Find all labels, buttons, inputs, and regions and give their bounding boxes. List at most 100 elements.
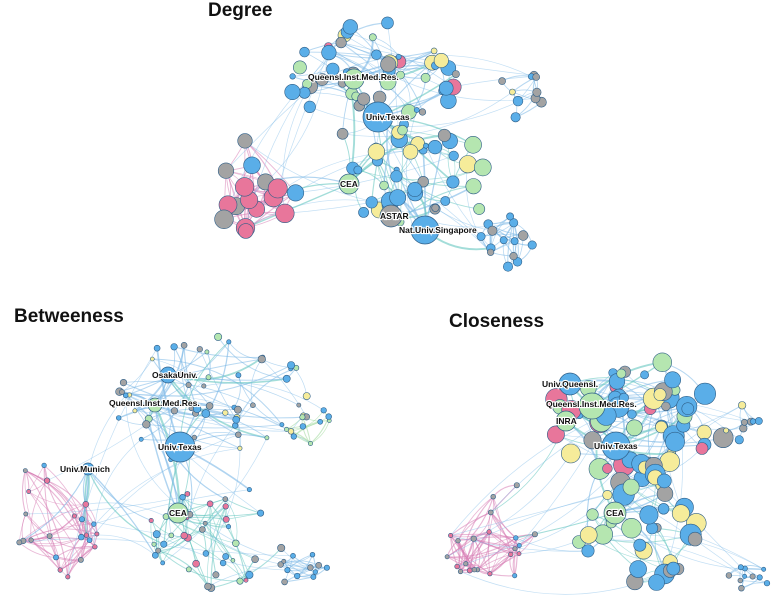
network-edge xyxy=(186,517,311,568)
network-node xyxy=(389,189,407,207)
network-node xyxy=(299,46,310,58)
network-edge xyxy=(30,539,81,561)
network-node xyxy=(470,535,477,542)
network-edge xyxy=(223,54,333,220)
network-node xyxy=(380,56,397,73)
node-label-texas: Univ.Texas xyxy=(594,441,638,451)
network-node xyxy=(309,551,316,558)
network-edge xyxy=(477,553,520,571)
network-node xyxy=(621,517,642,539)
network-node xyxy=(153,344,161,352)
network-edge xyxy=(456,406,667,567)
network-node xyxy=(317,418,324,425)
network-edge xyxy=(19,468,89,543)
network-node xyxy=(226,339,232,345)
network-node xyxy=(741,418,748,426)
network-edge xyxy=(233,375,241,408)
network-node xyxy=(302,392,311,400)
network-node xyxy=(506,212,514,221)
node-label-queensl: Queensl.Inst.Med.Res. xyxy=(308,72,399,82)
network-edge xyxy=(207,506,226,587)
hub-node-inra xyxy=(555,410,577,432)
network-node xyxy=(430,47,438,55)
network-node xyxy=(237,445,243,451)
network-edge xyxy=(277,52,330,189)
network-node xyxy=(579,526,598,544)
network-node xyxy=(193,404,202,414)
network-node xyxy=(648,574,665,591)
network-edge xyxy=(450,494,608,536)
network-node xyxy=(749,418,757,425)
network-edge xyxy=(153,543,241,582)
network-edge xyxy=(515,537,589,552)
network-node xyxy=(185,381,192,388)
network-node xyxy=(320,407,327,414)
network-node xyxy=(289,73,296,80)
network-node xyxy=(82,500,90,508)
network-node xyxy=(150,356,155,362)
network-node xyxy=(277,543,286,552)
network-edge xyxy=(473,538,520,547)
network-node xyxy=(431,203,440,212)
hub-node-munich xyxy=(81,462,95,476)
network-node xyxy=(184,491,191,497)
network-node xyxy=(222,516,230,523)
network-edge xyxy=(340,42,536,101)
network-edge xyxy=(118,417,147,425)
network-node xyxy=(455,538,461,544)
network-node xyxy=(205,402,214,410)
network-node xyxy=(413,107,420,113)
network-edge xyxy=(152,358,205,387)
network-node xyxy=(204,582,212,591)
node-label-inra: INRA xyxy=(556,416,577,426)
network-node xyxy=(440,196,451,206)
network-edge xyxy=(158,516,167,564)
network-node xyxy=(510,237,519,246)
network-node xyxy=(448,532,454,538)
network-edge xyxy=(477,531,490,571)
network-node xyxy=(230,558,236,563)
network-node xyxy=(71,513,77,519)
network-node xyxy=(275,203,295,223)
network-edge xyxy=(450,535,589,552)
hub-node-nus xyxy=(410,215,440,245)
network-edge xyxy=(21,470,27,515)
network-node xyxy=(666,561,681,576)
network-node xyxy=(214,209,234,230)
network-node xyxy=(325,413,332,420)
network-betweeness: OsakaUniv. Queensl.Inst.Med.Res. Univ.Texa… xyxy=(16,332,332,592)
network-node xyxy=(458,155,477,174)
network-node xyxy=(233,405,242,414)
network-node xyxy=(693,382,716,405)
network-node xyxy=(446,175,460,189)
network-edge xyxy=(209,503,217,575)
network-node xyxy=(761,566,767,572)
network-edge xyxy=(23,536,82,547)
network-node xyxy=(152,530,161,539)
node-label-cea: CEA xyxy=(340,179,358,189)
network-edge xyxy=(457,540,475,570)
network-node xyxy=(219,559,227,567)
network-node xyxy=(168,532,175,539)
hub-node-cea xyxy=(603,501,627,525)
network-node xyxy=(251,555,259,564)
network-node xyxy=(437,128,451,142)
network-node xyxy=(204,349,210,355)
network-node xyxy=(737,577,743,584)
node-label-astar: ASTAR xyxy=(380,211,409,221)
network-edge xyxy=(24,470,69,577)
network-node xyxy=(279,422,285,428)
network-node xyxy=(657,503,670,515)
network-node xyxy=(763,580,771,587)
network-node xyxy=(756,574,763,581)
network-edge xyxy=(489,531,520,546)
network-edge xyxy=(309,91,538,127)
network-node xyxy=(622,478,640,496)
network-node xyxy=(532,73,541,81)
network-node xyxy=(336,128,349,140)
network-node xyxy=(148,517,154,523)
network-node xyxy=(367,143,386,161)
network-edge xyxy=(119,391,241,449)
node-label-uq: Univ.Queensl. xyxy=(542,379,598,389)
network-node xyxy=(396,70,405,80)
